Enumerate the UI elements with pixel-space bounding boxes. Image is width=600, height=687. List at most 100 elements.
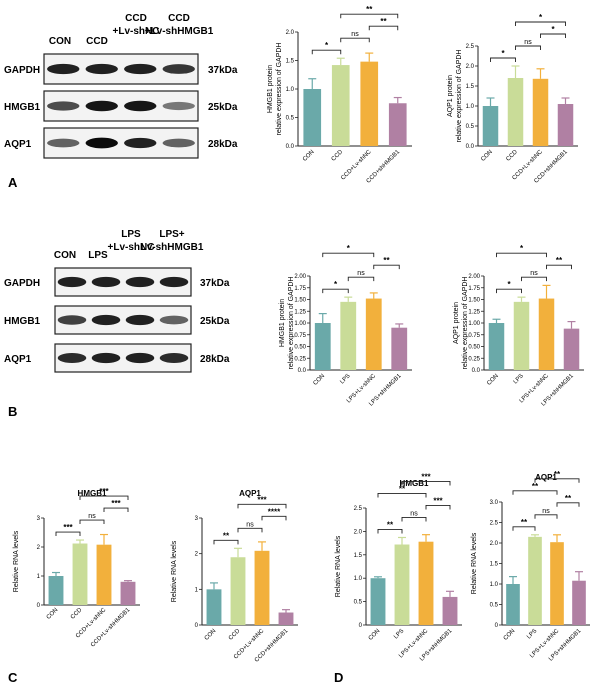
significance-label: *: [539, 13, 543, 22]
bar: [418, 541, 434, 625]
significance-bracket: [311, 49, 342, 55]
blot-protein-label: GAPDH: [4, 278, 40, 289]
blot-kda-label: 37kDa: [208, 65, 238, 76]
significance-label: ns: [524, 39, 532, 46]
bar-chart-1: 0.0 0.5 1.0 1.5 2.0 HMGB1 protein relative exp…: [267, 5, 412, 185]
y-tick-label: 0.0: [472, 368, 481, 374]
bar-chart-4: 0.0 0.25 0.50 0.75 1.00 1.25 1.50 1.75 2.00AQP1 …: [453, 244, 584, 407]
x-tick-label: CON: [486, 373, 500, 387]
significance-bracket: [322, 252, 375, 258]
blot-lane-label: LPS+ Lv-shHMGB1: [141, 229, 204, 253]
significance-label: *: [520, 244, 524, 253]
significance-label: **: [399, 484, 406, 493]
blot-kda-label: 25kDa: [200, 316, 230, 327]
significance-label: ns: [530, 270, 538, 277]
significance-bracket: [515, 21, 566, 26]
significance-label: ns: [357, 270, 365, 277]
y-tick-label: 0.0: [466, 144, 475, 150]
bar: [442, 596, 458, 625]
y-tick-label: 2.0: [354, 529, 363, 535]
y-tick-label: 1.75: [294, 286, 306, 292]
y-tick-label: 0: [359, 623, 363, 629]
x-tick-label: CCD: [505, 149, 519, 163]
blot-band: [125, 314, 155, 326]
significance-bracket: [540, 33, 566, 38]
y-tick-label: 1.00: [468, 321, 480, 327]
blot-band: [162, 101, 195, 111]
blot-band: [159, 315, 189, 325]
x-tick-label: LPS: [526, 628, 538, 640]
bar: [278, 612, 294, 625]
x-tick-label: CCD: [70, 607, 84, 621]
significance-bracket: [237, 503, 287, 509]
significance-bracket: [79, 495, 129, 501]
y-tick-label: 1.25: [294, 309, 306, 315]
x-tick-label: CON: [312, 373, 326, 387]
significance-label: **: [383, 256, 390, 265]
y-tick-label: 0.50: [468, 345, 480, 351]
significance-label: ***: [111, 499, 121, 508]
significance-label: **: [532, 482, 539, 491]
bar-chart-7: 0 0.5 1.0 1.5 2.0 2.5 Relative RNA levels HMGB1…: [335, 472, 462, 662]
significance-label: ***: [257, 495, 267, 504]
blot-band: [124, 137, 157, 149]
x-tick-label: CON: [46, 607, 60, 621]
bar: [230, 557, 246, 625]
blot-band: [162, 138, 195, 148]
y-axis-label: Relative RNA levels: [171, 540, 178, 602]
bar: [513, 301, 530, 370]
blot-band: [57, 276, 87, 288]
y-tick-label: 1.50: [468, 298, 480, 304]
panel-label-d: D: [334, 670, 343, 685]
significance-bracket: [322, 288, 349, 294]
y-tick-label: 0.5: [490, 603, 499, 609]
y-axis-label: Relative RNA levels: [13, 530, 20, 592]
blot-band: [57, 315, 87, 325]
bar: [314, 323, 331, 370]
significance-bracket: [512, 526, 536, 531]
bar: [394, 544, 410, 625]
bar: [506, 584, 520, 625]
x-tick-label: CON: [503, 628, 517, 642]
x-tick-label: LPS: [513, 373, 525, 385]
blot-band: [47, 63, 80, 75]
significance-bracket: [556, 502, 580, 507]
y-tick-label: 0: [195, 623, 199, 629]
significance-label: *: [325, 41, 329, 50]
significance-label: ns: [246, 521, 254, 528]
significance-bracket: [534, 514, 558, 519]
y-tick-label: 0: [37, 603, 41, 609]
blot-lane-label: CCD: [86, 36, 108, 47]
blot-kda-label: 28kDa: [200, 354, 230, 365]
significance-label: ***: [433, 496, 443, 505]
y-tick-label: 1.0: [354, 576, 363, 582]
bar: [96, 544, 112, 605]
y-tick-label: 0.0: [286, 144, 295, 150]
y-tick-label: 1: [195, 587, 199, 593]
significance-label: *: [551, 25, 555, 34]
chart-title: AQP1: [535, 473, 557, 482]
significance-label: *: [334, 280, 338, 289]
y-tick-label: 0.75: [468, 333, 480, 339]
bar: [528, 536, 542, 625]
bar: [120, 581, 136, 605]
y-tick-label: 1.0: [490, 582, 499, 588]
significance-label: **: [565, 494, 572, 503]
significance-bracket: [347, 276, 375, 282]
significance-label: *: [507, 280, 511, 289]
y-tick-label: 2.5: [490, 521, 499, 527]
significance-bracket: [377, 529, 403, 534]
blot-band: [85, 100, 118, 112]
bar: [365, 298, 382, 370]
blot-band: [124, 63, 157, 75]
bar: [550, 542, 564, 625]
bar: [557, 104, 574, 146]
y-axis-label: Relative RNA levels: [471, 532, 478, 594]
significance-bracket: [261, 515, 287, 521]
significance-bracket: [340, 13, 399, 19]
y-axis-label: Relative RNA levels: [335, 535, 342, 597]
blot-lane-label: LPS: [88, 250, 108, 261]
